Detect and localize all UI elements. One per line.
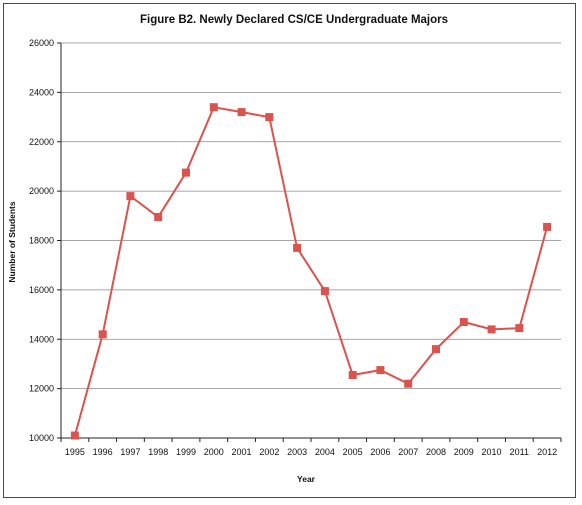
y-tick-label: 24000 <box>29 87 54 97</box>
y-tick-label: 20000 <box>29 186 54 196</box>
data-point <box>432 345 440 354</box>
data-point <box>154 213 163 221</box>
data-point <box>404 379 413 388</box>
x-tick-label: 2002 <box>259 447 279 457</box>
x-tick-label: 2001 <box>232 447 252 457</box>
x-tick-label: 2008 <box>426 447 446 457</box>
gridlines <box>61 42 561 439</box>
data-point <box>98 330 107 339</box>
y-tick-label: 22000 <box>29 137 54 147</box>
y-tick-label: 12000 <box>29 384 54 394</box>
data-point <box>543 222 552 231</box>
y-tick-label: 26000 <box>29 38 54 48</box>
axes <box>57 42 562 442</box>
x-tick-label: 1999 <box>176 447 196 457</box>
data-point <box>348 371 357 379</box>
x-tick-label: 2006 <box>370 447 390 457</box>
series-layer <box>70 103 552 440</box>
data-point <box>126 192 135 201</box>
y-tick-labels: 10000 12000 14000 16000 18000 20000 22000 24000… <box>29 38 54 443</box>
data-point <box>209 103 218 112</box>
data-point <box>265 113 274 122</box>
x-tick-label: 1995 <box>65 447 85 457</box>
data-point <box>293 243 302 252</box>
chart-title: Figure B2. Newly Declared CS/CE Undergra… <box>140 14 448 26</box>
x-tick-label: 2012 <box>537 447 557 457</box>
y-axis-title: Number of Students <box>7 201 17 282</box>
data-point <box>515 324 524 333</box>
chart-frame <box>3 3 576 498</box>
x-tick-label: 2011 <box>510 447 529 457</box>
y-tick-label: 14000 <box>29 334 54 344</box>
data-point <box>320 287 329 296</box>
data-point <box>182 168 190 177</box>
data-point <box>376 366 385 375</box>
data-point <box>487 325 496 334</box>
data-point <box>70 431 79 440</box>
x-tick-label: 2007 <box>398 447 418 457</box>
y-tick-label: 10000 <box>29 433 54 443</box>
x-tick-label: 2004 <box>315 447 335 457</box>
data-point <box>459 318 468 326</box>
x-tick-label: 2005 <box>343 447 363 457</box>
x-axis-title: Year <box>297 474 316 484</box>
series-line <box>73 106 549 436</box>
x-tick-label: 2000 <box>204 447 224 457</box>
x-tick-label: 2009 <box>454 447 474 457</box>
data-point <box>237 108 246 117</box>
y-tick-label: 16000 <box>29 285 54 295</box>
y-tick-label: 18000 <box>29 236 54 246</box>
x-tick-labels: 1995 1996 1997 1998 1999 2000 2001 2002 2003 2004… <box>65 447 557 457</box>
x-tick-label: 2003 <box>287 447 307 457</box>
x-tick-label: 2010 <box>482 447 502 457</box>
x-tick-label: 1998 <box>148 447 168 457</box>
x-tick-label: 1997 <box>120 447 140 457</box>
x-tick-label: 1996 <box>93 447 113 457</box>
